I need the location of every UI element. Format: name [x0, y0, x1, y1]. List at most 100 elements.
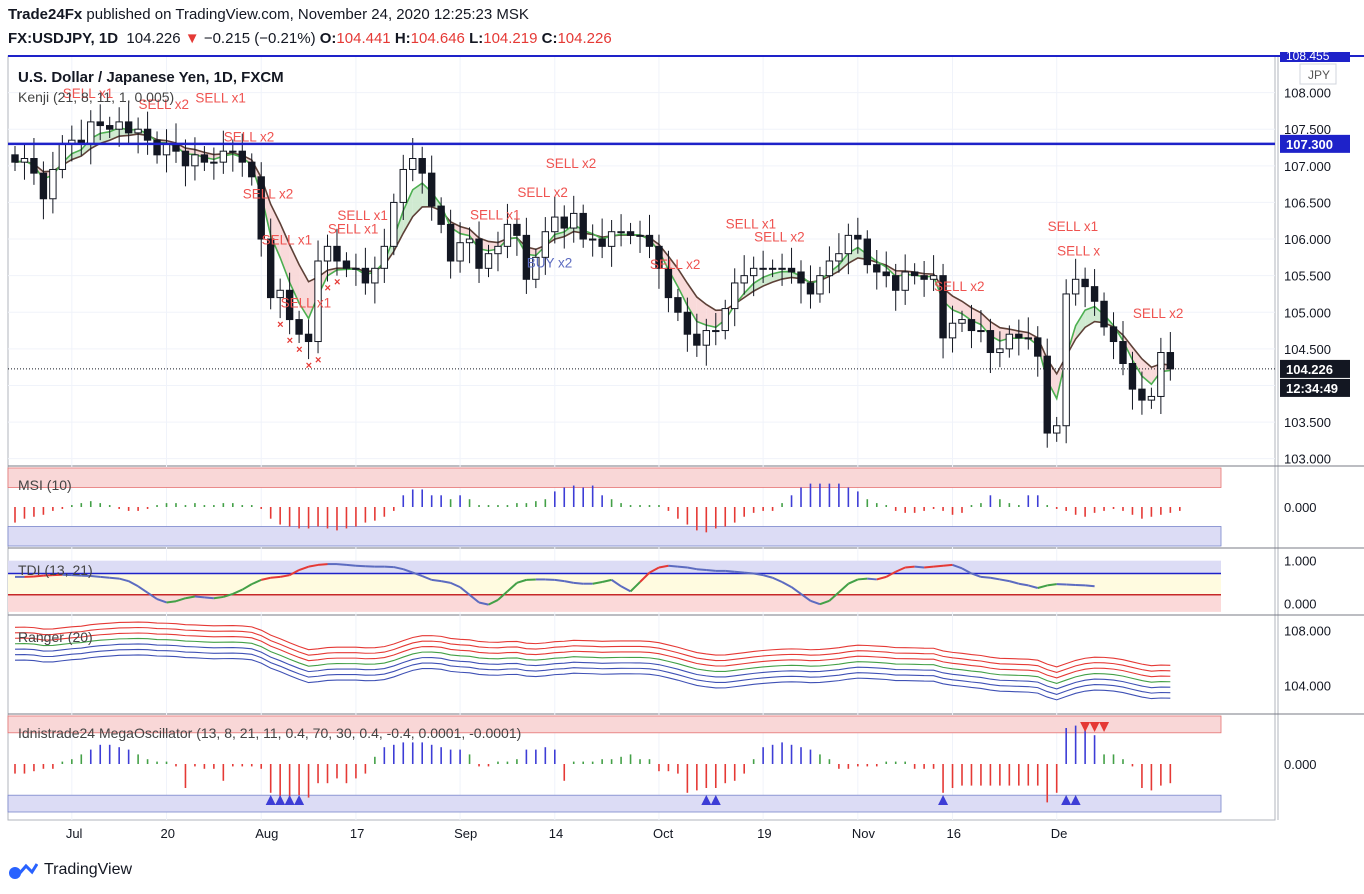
candle-body[interactable]: [49, 168, 57, 200]
candle-body[interactable]: [674, 297, 682, 313]
candle-body[interactable]: [427, 172, 436, 207]
candle-body[interactable]: [986, 330, 995, 354]
candle-body[interactable]: [153, 139, 161, 156]
candle-body[interactable]: [901, 271, 909, 291]
candle-body[interactable]: [655, 245, 663, 269]
candle-body[interactable]: [1034, 337, 1042, 357]
candle-body[interactable]: [532, 256, 540, 280]
candle-body[interactable]: [693, 333, 701, 346]
candle-body[interactable]: [124, 121, 133, 134]
candle-body[interactable]: [626, 231, 635, 236]
candle-body[interactable]: [948, 322, 957, 339]
candle-body[interactable]: [456, 242, 464, 262]
candle-body[interactable]: [892, 275, 900, 291]
candle-body[interactable]: [115, 121, 123, 130]
candle-body[interactable]: [645, 234, 654, 247]
candle-body[interactable]: [143, 128, 152, 141]
candle-body[interactable]: [238, 150, 246, 163]
candle-body[interactable]: [1119, 341, 1127, 364]
candle-body[interactable]: [200, 154, 209, 163]
candle-body[interactable]: [323, 245, 332, 262]
candle-body[interactable]: [513, 223, 521, 236]
candle-body[interactable]: [361, 267, 370, 284]
candle-body[interactable]: [503, 223, 512, 247]
candle-body[interactable]: [1053, 425, 1061, 434]
candle-body[interactable]: [617, 231, 625, 234]
candle-body[interactable]: [248, 161, 256, 178]
candle-body[interactable]: [721, 308, 729, 332]
candle-body[interactable]: [787, 267, 796, 273]
candle-body[interactable]: [342, 260, 351, 269]
candle-body[interactable]: [702, 330, 711, 346]
candle-body[interactable]: [570, 212, 578, 229]
candle-body[interactable]: [162, 143, 171, 156]
candle-body[interactable]: [1109, 326, 1118, 343]
candle-body[interactable]: [1100, 300, 1108, 328]
candle-body[interactable]: [863, 238, 871, 266]
candle-body[interactable]: [1024, 337, 1032, 340]
candle-body[interactable]: [560, 216, 568, 229]
candle-body[interactable]: [664, 267, 673, 299]
candle-body[interactable]: [39, 172, 48, 200]
candle-body[interactable]: [825, 260, 834, 277]
candle-body[interactable]: [87, 121, 95, 145]
candle-body[interactable]: [768, 267, 777, 270]
candle-body[interactable]: [465, 238, 474, 244]
candle-body[interactable]: [314, 260, 322, 343]
candle-body[interactable]: [210, 161, 218, 164]
candle-body[interactable]: [910, 271, 919, 277]
candle-body[interactable]: [835, 253, 843, 262]
candle-body[interactable]: [229, 150, 237, 153]
candle-body[interactable]: [759, 267, 767, 270]
candle-body[interactable]: [352, 267, 360, 270]
candle-body[interactable]: [1138, 388, 1146, 401]
candle-body[interactable]: [191, 154, 199, 167]
candle-body[interactable]: [607, 231, 616, 247]
candle-body[interactable]: [683, 311, 692, 335]
candle-body[interactable]: [134, 128, 142, 134]
candle-body[interactable]: [873, 264, 881, 273]
candle-body[interactable]: [418, 158, 426, 174]
candle-body[interactable]: [409, 158, 417, 170]
candle-body[interactable]: [219, 150, 228, 163]
currency-box[interactable]: [1299, 63, 1337, 85]
candle-body[interactable]: [257, 176, 265, 240]
candle-body[interactable]: [920, 275, 928, 280]
candle-body[interactable]: [1081, 278, 1089, 288]
candle-body[interactable]: [588, 238, 597, 241]
candle-body[interactable]: [1090, 286, 1099, 302]
candle-body[interactable]: [333, 245, 341, 262]
candle-body[interactable]: [446, 223, 455, 262]
candle-body[interactable]: [854, 234, 862, 240]
candle-body[interactable]: [484, 253, 493, 269]
candle-body[interactable]: [797, 271, 805, 284]
candle-body[interactable]: [1043, 355, 1051, 434]
candle-body[interactable]: [958, 319, 966, 324]
candle-body[interactable]: [939, 275, 947, 339]
candle-body[interactable]: [1005, 333, 1014, 350]
candle-body[interactable]: [967, 319, 976, 332]
candle-body[interactable]: [399, 168, 407, 203]
candle-body[interactable]: [522, 234, 531, 280]
candle-body[interactable]: [740, 275, 748, 284]
candle-body[interactable]: [371, 267, 379, 284]
candle-body[interactable]: [731, 282, 739, 310]
candle-body[interactable]: [96, 121, 104, 127]
candle-body[interactable]: [551, 216, 559, 233]
candle-body[interactable]: [598, 238, 606, 247]
candle-body[interactable]: [749, 267, 758, 277]
candle-body[interactable]: [1062, 293, 1070, 427]
candle-body[interactable]: [276, 289, 284, 299]
candle-body[interactable]: [295, 319, 303, 335]
candle-body[interactable]: [30, 158, 38, 174]
candle-body[interactable]: [996, 348, 1004, 354]
candle-body[interactable]: [977, 330, 985, 333]
candle-body[interactable]: [11, 154, 19, 163]
candle-body[interactable]: [475, 238, 483, 269]
candle-body[interactable]: [636, 234, 644, 237]
candle-body[interactable]: [106, 125, 114, 130]
candle-body[interactable]: [1071, 278, 1080, 295]
candle-body[interactable]: [1015, 333, 1023, 339]
candle-body[interactable]: [58, 143, 67, 170]
publisher-name[interactable]: Trade24Fx: [8, 6, 83, 23]
